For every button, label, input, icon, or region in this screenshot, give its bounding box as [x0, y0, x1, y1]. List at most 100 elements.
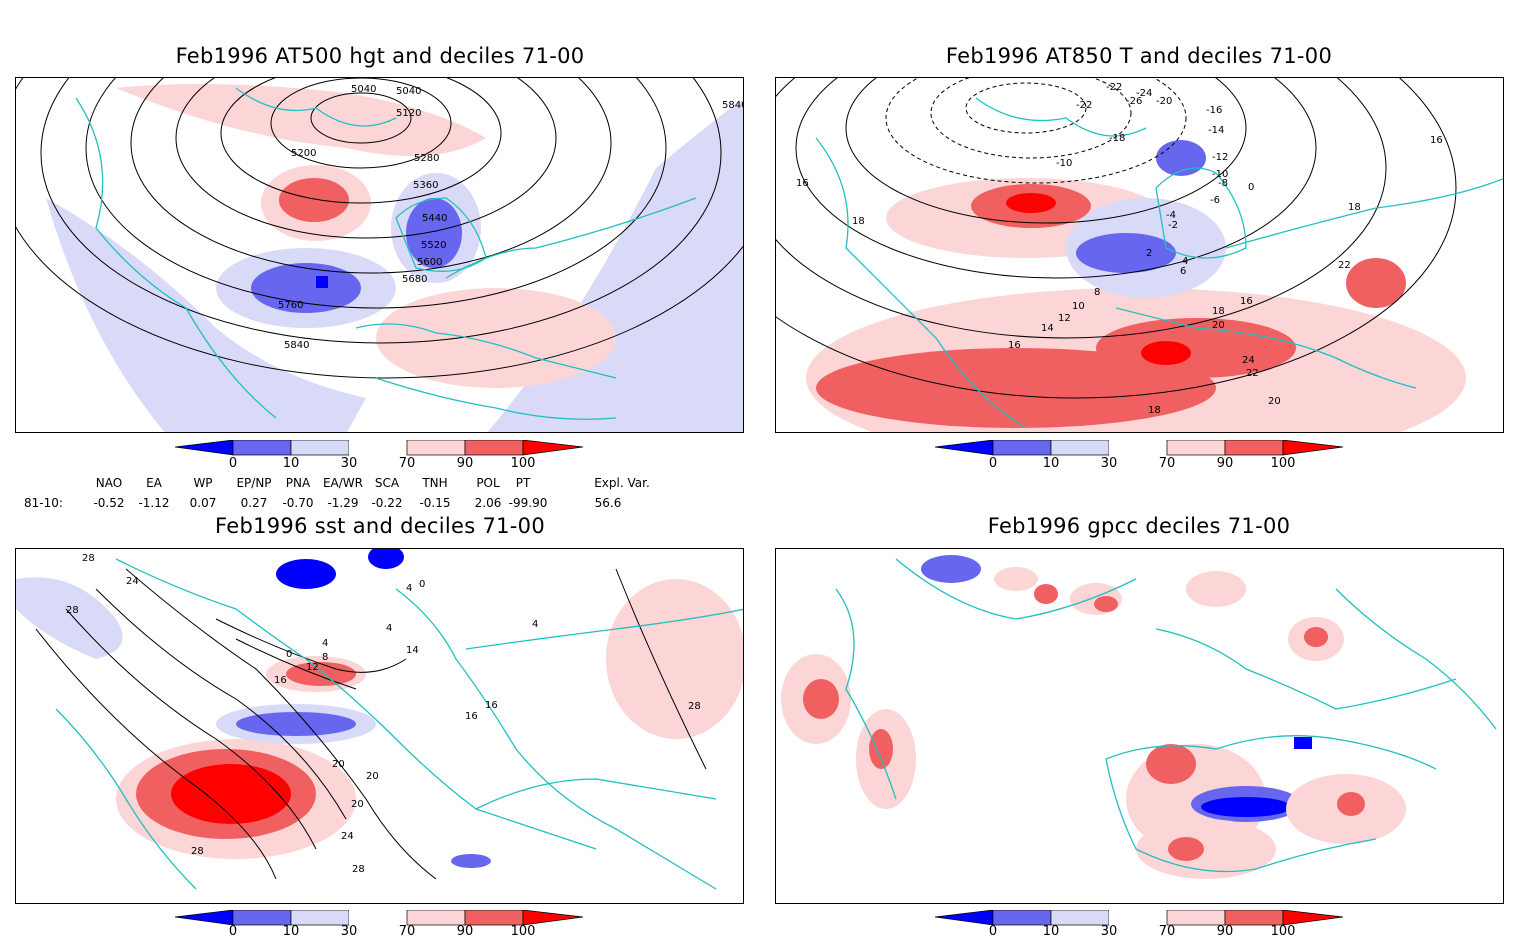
- colorbar-label: 70: [1158, 456, 1176, 471]
- contour-label: 5120: [396, 108, 421, 119]
- contour-label: 5440: [422, 213, 447, 224]
- contour-label: 5360: [413, 180, 438, 191]
- contour-label: 22: [1338, 260, 1351, 271]
- colorbar-sst-swatches: [174, 909, 584, 926]
- contour-label: 4: [1182, 256, 1188, 267]
- contour-label: 16: [274, 675, 287, 686]
- colorbar-label: 30: [340, 456, 358, 471]
- panel-title-gpcc: Feb1996 gpcc deciles 71-00: [987, 514, 1291, 538]
- colorbar-label: 100: [1270, 924, 1296, 939]
- colorbar-label: 100: [510, 456, 536, 471]
- deciles-mid-blue-scandinavia: [406, 198, 462, 268]
- panel-title-t850: Feb1996 AT850 T and deciles 71-00: [945, 44, 1333, 68]
- colorbar-label: 10: [282, 924, 300, 939]
- contour-label: -12: [1212, 152, 1228, 163]
- deciles-light-blue-west: [46, 198, 366, 432]
- colorbar-label: 0: [228, 924, 238, 939]
- deciles-light-red-europe: [376, 288, 616, 388]
- index-row-label: 81-10:: [24, 496, 63, 510]
- index-value: 2.06: [474, 496, 502, 510]
- contour-label: 16: [1240, 296, 1253, 307]
- colorbar-label: 10: [282, 456, 300, 471]
- colorbar-label: 90: [1216, 924, 1234, 939]
- map-hgt500: 5040 5040 5120 5200 5280 5360 5440 5520 …: [15, 77, 744, 433]
- colorbar-label: 30: [1100, 456, 1118, 471]
- deciles-mid-red-mediterranean: [1096, 318, 1296, 378]
- index-value: -99.90: [508, 496, 548, 510]
- contour-label: -8: [1218, 178, 1228, 189]
- colorbar-label: 10: [1042, 456, 1060, 471]
- deciles-dark-blue-baffin: [368, 549, 404, 569]
- index-header: SCA: [374, 476, 400, 490]
- index-header: EP/NP: [236, 476, 272, 490]
- colorbar-label: 70: [398, 924, 416, 939]
- contour-label: 5760: [278, 300, 303, 311]
- contour-label: 5680: [402, 274, 427, 285]
- contour-label: 5200: [291, 148, 316, 159]
- colorbar-sst: 0 10 30 70 90 100: [174, 909, 585, 940]
- contour-label: -2: [1168, 220, 1178, 231]
- contour-label: 5600: [417, 257, 442, 268]
- index-header: EA: [146, 476, 162, 490]
- contour-label: 0: [1248, 182, 1254, 193]
- contour-label: 16: [796, 178, 809, 189]
- contour-label: 5040: [351, 84, 376, 95]
- colorbar-label: 0: [228, 456, 238, 471]
- contour-label: -26: [1126, 96, 1142, 107]
- contour-label: 28: [66, 605, 79, 616]
- contour-label: 20: [351, 799, 364, 810]
- contour-label: -6: [1210, 195, 1220, 206]
- contour-label: 5840: [284, 340, 309, 351]
- colorbar-label: 100: [1270, 456, 1296, 471]
- contour-label: 0: [286, 649, 292, 660]
- deciles-mid-red-newfoundland: [286, 662, 356, 686]
- deciles-mid-red-center: [279, 178, 349, 222]
- colorbar-label: 90: [456, 456, 474, 471]
- coastlines: [835, 558, 1497, 873]
- contour-label: 4: [406, 583, 412, 594]
- contour-label: -14: [1208, 125, 1224, 136]
- contour-label: 6: [1180, 266, 1186, 277]
- index-header: WP: [193, 476, 213, 490]
- colorbar-label: 90: [1216, 456, 1234, 471]
- panel-title-hgt500: Feb1996 AT500 hgt and deciles 71-00: [175, 44, 585, 68]
- contour-label: -24: [1136, 88, 1152, 99]
- panel-title-sst: Feb1996 sst and deciles 71-00: [215, 514, 545, 538]
- coastlines: [75, 87, 697, 420]
- contour-label: 2: [1146, 248, 1152, 259]
- contour-label: 18: [852, 216, 865, 227]
- contour-label: -10: [1212, 169, 1228, 180]
- index-value: -0.15: [419, 496, 451, 510]
- coastlines: [815, 97, 1503, 429]
- contour-label: 24: [341, 831, 354, 842]
- index-value: -0.22: [371, 496, 403, 510]
- contour-label: -4: [1166, 210, 1176, 221]
- contour-labels: 28 28 24 28 20 16 12 8 4 4 0 4 14 16 16 …: [66, 553, 701, 875]
- contour-label: 14: [406, 645, 419, 656]
- index-value: 0.27: [240, 496, 268, 510]
- contour-label: 4: [532, 619, 538, 630]
- index-header: POL: [476, 476, 500, 490]
- contour-label: 16: [1430, 135, 1443, 146]
- contour-label: -20: [1156, 96, 1172, 107]
- contour-label: -10: [1056, 158, 1072, 169]
- contour-label: 20: [366, 771, 379, 782]
- deciles-dark-red-north: [1006, 193, 1056, 213]
- contour-label: 24: [126, 576, 139, 587]
- contour-label: -16: [1206, 105, 1222, 116]
- contour-label: -22: [1106, 82, 1122, 93]
- contour-label: 28: [688, 701, 701, 712]
- colorbar-label: 30: [340, 924, 358, 939]
- deciles-light-red-east: [606, 579, 743, 739]
- contour-label: 28: [82, 553, 95, 564]
- colorbar-label: 0: [988, 456, 998, 471]
- map-sst-canvas: 28 28 24 28 20 16 12 8 4 4 0 4 14 16 16 …: [16, 549, 743, 890]
- deciles-dark-blue-atlantic: [316, 276, 328, 288]
- map-gpcc: [775, 548, 1504, 904]
- contour-label: -22: [1076, 100, 1092, 111]
- colorbar-label: 90: [456, 924, 474, 939]
- deciles-light-red-north: [116, 84, 486, 156]
- contour-label: 28: [191, 846, 204, 857]
- hgt-contours: [16, 78, 743, 379]
- temperature-contours: [776, 78, 1457, 399]
